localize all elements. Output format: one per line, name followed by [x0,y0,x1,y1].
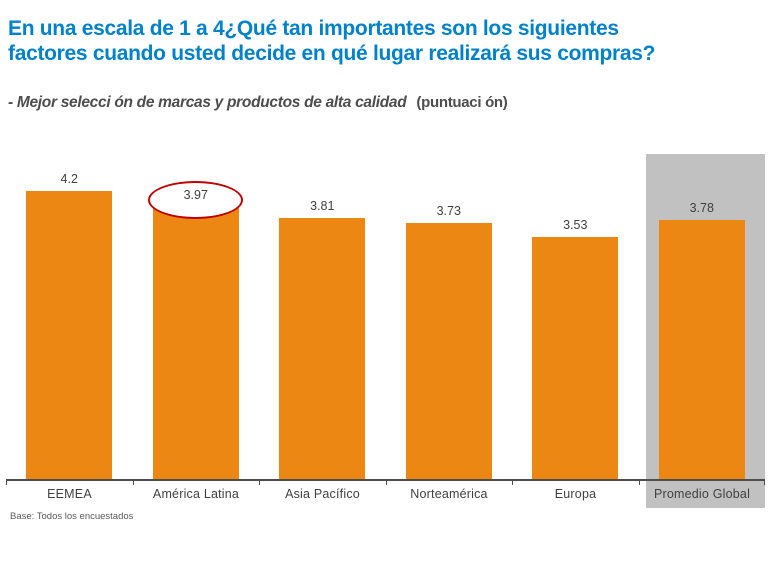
subtitle-factor: - Mejor selecci ón de marcas y productos… [8,94,407,111]
category-label: Promedio Global [653,487,751,501]
title-line-1: En una escala de 1 a 4¿Qué tan important… [8,17,619,40]
bar-value-label: 3.73 [436,204,461,218]
bar [532,237,619,479]
bar [658,220,745,479]
bar-value-label: 3.78 [689,201,714,215]
axis-tick [132,481,134,485]
bar [279,218,366,479]
axis-tick [385,481,387,485]
category-label: América Latina [152,487,240,501]
bar [405,223,492,479]
bar [26,191,113,479]
subtitle-unit: (puntuaci ón) [416,94,508,111]
x-axis-line [6,479,765,481]
title-line-2: factores cuando usted decide en qué luga… [8,42,656,65]
axis-tick [764,481,765,485]
bar-value-label: 4.2 [60,172,78,186]
bar-value-label: 3.97 [183,188,208,202]
chart-subtitle: - Mejor selecci ón de marcas y productos… [8,94,508,112]
bar-value-label: 3.81 [310,199,335,213]
page-title: En una escala de 1 a 4¿Qué tan important… [8,16,655,66]
axis-tick [638,481,640,485]
highlight-ellipse [148,181,243,219]
category-label: EEMEA [47,487,92,501]
base-footnote: Base: Todos los encuestados [10,511,134,522]
category-label: Norteamérica [410,487,488,501]
bar-value-label: 3.53 [563,218,588,232]
axis-tick [512,481,513,485]
axis-tick [6,481,7,485]
category-label: Europa [554,487,597,501]
bar [152,207,239,479]
category-label: Asia Pacífico [285,487,360,501]
axis-tick [259,481,260,485]
